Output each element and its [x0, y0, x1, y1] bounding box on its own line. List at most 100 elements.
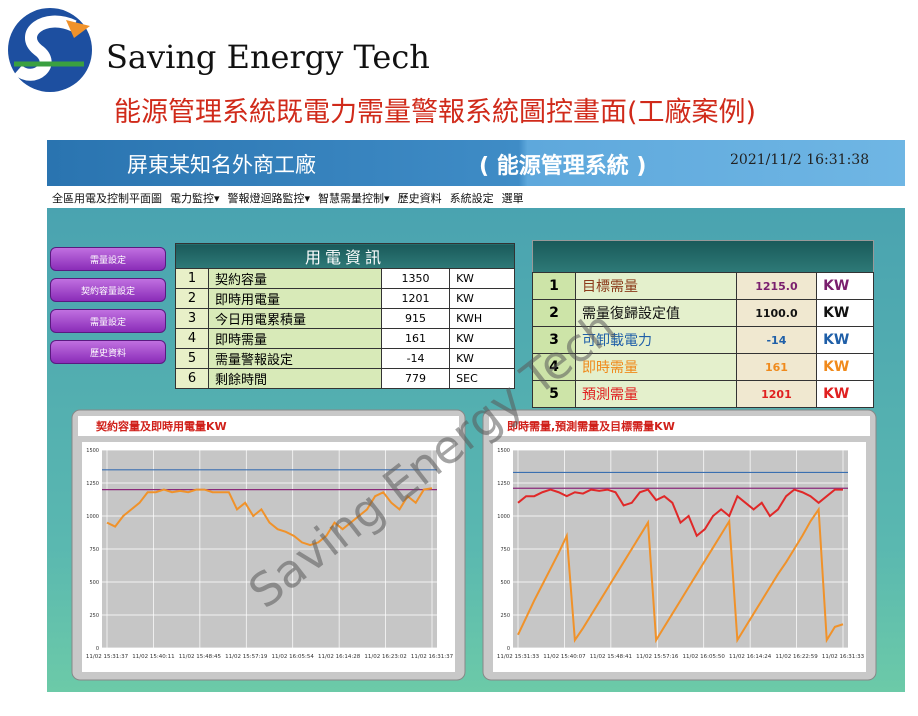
y-tick-label: 1000 [497, 514, 510, 520]
side-button[interactable]: 契約容量設定 [50, 278, 166, 302]
y-tick-label: 1500 [86, 448, 99, 454]
table-row: 4 即時需量 161 KW [175, 328, 515, 349]
table-cell: 4 [532, 353, 576, 381]
table-cell: 1201 [380, 288, 451, 309]
x-tick-label: 11/02 16:14:24 [729, 654, 772, 660]
chart-title-bar [78, 416, 459, 436]
table-cell: 剩餘時間 [208, 368, 382, 389]
table-cell: 需量警報設定 [208, 348, 382, 369]
system-name: ( 能源管理系統 ) [479, 154, 647, 179]
x-tick-label: 11/02 15:57:19 [225, 654, 268, 660]
table-cell: 即時需量 [575, 353, 737, 381]
table-cell: 1 [532, 272, 576, 300]
table-cell: 1201 [735, 380, 818, 408]
y-tick-label: 500 [89, 580, 99, 586]
table-cell: 915 [380, 308, 451, 329]
table-cell: 即時用電量 [208, 288, 382, 309]
x-tick-label: 11/02 15:31:37 [86, 654, 129, 660]
x-tick-label: 11/02 15:48:45 [179, 654, 222, 660]
menu-item[interactable]: 選單 [501, 192, 524, 205]
table-row: 1 目標需量 1215.0 KW [532, 272, 874, 300]
table-cell: 779 [380, 368, 451, 389]
x-tick-label: 11/02 15:48:41 [590, 654, 632, 660]
menu-item[interactable]: 系統設定 [449, 192, 494, 205]
y-tick-label: 500 [500, 580, 510, 586]
menu-item[interactable]: 全區用電及控制平面圖 [52, 192, 162, 205]
table-row: 6 剩餘時間 779 SEC [175, 368, 515, 389]
y-tick-label: 250 [89, 613, 99, 619]
x-tick-label: 11/02 15:40:07 [543, 654, 586, 660]
table2-header [532, 240, 874, 274]
power-info-table: 用電資訊 1 契約容量 1350 KW 2 即時用電量 1201 KW 3 今日用電累積量 915 KW… [175, 243, 515, 389]
chart-title-bar [489, 416, 870, 436]
table-cell: 1215.0 [735, 272, 818, 300]
table-cell: 1 [175, 268, 209, 289]
table-cell: 1100.0 [735, 299, 818, 327]
x-tick-label: 11/02 15:57:16 [636, 654, 679, 660]
table-cell: 預測需量 [575, 380, 737, 408]
side-button[interactable]: 歷史資料 [50, 340, 166, 364]
table-title: 用電資訊 [175, 243, 515, 269]
table-cell: KW [816, 380, 874, 408]
table-row: 3 今日用電累積量 915 KWH [175, 308, 515, 329]
y-tick-label: 1250 [497, 481, 510, 487]
table-cell: 3 [175, 308, 209, 329]
table-row: 2 即時用電量 1201 KW [175, 288, 515, 309]
x-tick-label: 11/02 16:31:37 [411, 654, 454, 660]
x-tick-label: 11/02 16:05:50 [683, 654, 726, 660]
table-cell: 6 [175, 368, 209, 389]
table-row: 1 契約容量 1350 KW [175, 268, 515, 289]
series-line [517, 506, 844, 644]
y-tick-label: 750 [89, 547, 99, 553]
table-cell: 目標需量 [575, 272, 737, 300]
logo [8, 8, 92, 92]
y-tick-label: 1250 [86, 481, 99, 487]
chart-title: 契約容量及即時用電量KW [95, 419, 227, 433]
menu-item[interactable]: 警報燈迴路監控▾ [227, 192, 311, 205]
site-name: 屏東某知名外商工廠 [127, 153, 316, 177]
table-cell: 1350 [380, 268, 451, 289]
datetime: 2021/11/2 16:31:38 [730, 152, 870, 168]
table-row: 5 預測需量 1201 KW [532, 380, 874, 408]
y-tick-label: 250 [500, 613, 510, 619]
y-tick-label: 0 [507, 646, 510, 652]
menu-item[interactable]: 歷史資料 [397, 192, 442, 205]
y-tick-label: 0 [96, 646, 99, 652]
table-cell: KWH [449, 308, 515, 329]
y-tick-label: 1000 [86, 514, 99, 520]
table-cell: 5 [175, 348, 209, 369]
table-cell: 今日用電累積量 [208, 308, 382, 329]
table-cell: 5 [532, 380, 576, 408]
table-cell: 2 [532, 299, 576, 327]
table-cell: KW [816, 353, 874, 381]
menu-item[interactable]: 智慧需量控制▾ [318, 192, 390, 205]
menu-item[interactable]: 電力監控▾ [170, 192, 220, 205]
banner: 屏東某知名外商工廠 ( 能源管理系統 ) 2021/11/2 16:31:38 [47, 140, 905, 186]
table-cell: -14 [735, 326, 818, 354]
table-cell: 161 [380, 328, 451, 349]
series-line [517, 488, 843, 538]
menu-bar: 全區用電及控制平面圖 電力監控▾ 警報燈迴路監控▾ 智慧需量控制▾ 歷史資料 系統設定 選單 [52, 190, 524, 206]
table-cell: SEC [449, 368, 515, 389]
table-cell: 2 [175, 288, 209, 309]
x-tick-label: 11/02 16:14:28 [318, 654, 361, 660]
x-tick-label: 11/02 16:23:02 [364, 654, 406, 660]
table-cell: 契約容量 [208, 268, 382, 289]
table-cell: KW [816, 299, 874, 327]
table-row: 4 即時需量 161 KW [532, 353, 874, 381]
demand-table: 1 目標需量 1215.0 KW 2 需量復歸設定值 1100.0 KW 3 可卸載電力 -14 KW… [532, 272, 874, 408]
table-cell: KW [816, 272, 874, 300]
y-tick-label: 750 [500, 547, 510, 553]
table-title-row: 用電資訊 [175, 243, 515, 269]
table-cell: KW [816, 326, 874, 354]
y-tick-label: 1500 [497, 448, 510, 454]
x-tick-label: 11/02 16:05:54 [272, 654, 315, 660]
table-cell: 即時需量 [208, 328, 382, 349]
x-tick-label: 11/02 15:31:33 [497, 654, 540, 660]
side-button[interactable]: 需量設定 [50, 309, 166, 333]
table-row: 5 需量警報設定 -14 KW [175, 348, 515, 369]
x-tick-label: 11/02 16:22:59 [775, 654, 818, 660]
side-button[interactable]: 需量設定 [50, 247, 166, 271]
